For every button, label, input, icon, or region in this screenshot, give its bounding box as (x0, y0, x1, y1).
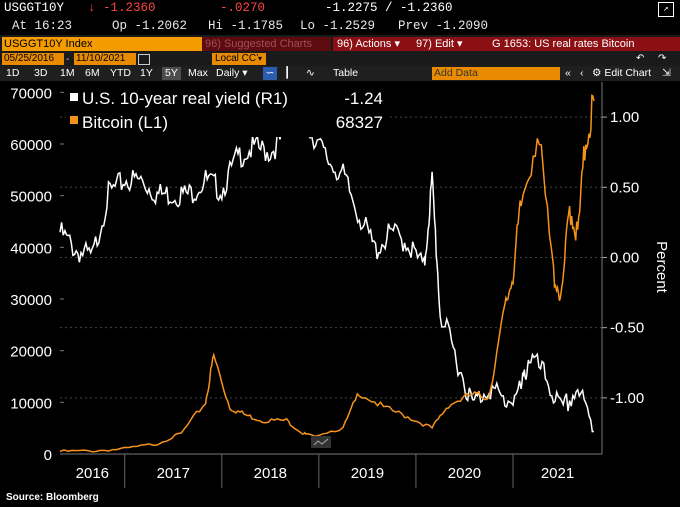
right-tick-label-4: -1.00 (610, 390, 644, 407)
edit-button[interactable]: 97) Edit ▾ (412, 37, 486, 51)
right-tick-label-0: 1.00 (610, 109, 639, 126)
date-bar: 05/25/2016 - 11/10/2021 Local CCY ▾ ↶ ↷ (0, 53, 680, 66)
legend: U.S. 10-year real yield (R1) -1.24 Bitco… (66, 85, 388, 137)
undo-icon[interactable]: ↶ (636, 53, 645, 64)
ticker-row: USGGT10Y ↓ -1.2360 -.0270 -1.2275 / -1.2… (0, 0, 680, 18)
left-tick-label-0: 0 (44, 447, 52, 464)
actions-button[interactable]: 96) Actions ▾ (333, 37, 412, 51)
left-tick-label-7: 70000 (10, 85, 52, 102)
currency-dropdown-icon[interactable]: ▾ (258, 53, 266, 65)
quote-time: At 16:23 (12, 19, 73, 33)
high-price: Hi -1.1785 (208, 19, 284, 33)
series-line-real-yield (59, 98, 594, 433)
right-tick-label-3: -0.50 (610, 320, 644, 337)
chart-type-toggle-box[interactable] (311, 436, 331, 448)
period-3d[interactable]: 3D (34, 67, 48, 79)
bar-chart-icon[interactable]: ┃ (284, 67, 291, 79)
left-tick-label-5: 50000 (10, 189, 52, 206)
period-max[interactable]: Max (188, 67, 208, 79)
legend-swatch-real-yield (70, 93, 78, 101)
series-line-bitcoin (59, 94, 595, 453)
right-tick-label-2: 0.00 (610, 249, 639, 266)
source-note: Source: Bloomberg (6, 492, 99, 503)
redo-icon[interactable]: ↷ (658, 53, 667, 64)
edit-chart-button[interactable]: ⚙ Edit Chart (592, 67, 652, 79)
period-5y[interactable]: 5Y (162, 67, 181, 80)
currency-field[interactable]: Local CCY (212, 53, 263, 65)
prev-close: Prev -1.2090 (398, 19, 489, 33)
chart-type-toggle[interactable] (311, 436, 331, 448)
period-toolbar: 1D 3D 1M 6M YTD 1Y 5Y Max Daily ▾ ∽ ┃ ∿ … (0, 66, 680, 81)
date-separator: - (66, 53, 70, 65)
period-1y[interactable]: 1Y (140, 67, 153, 79)
end-date-field[interactable]: 11/10/2021 (74, 53, 136, 65)
x-tick-label-2: 2018 (254, 465, 287, 482)
legend-label-real-yield: U.S. 10-year real yield (R1) (82, 89, 288, 108)
chart-background (0, 82, 680, 492)
low-price: Lo -1.2529 (300, 19, 376, 33)
x-tick-label-3: 2019 (351, 465, 384, 482)
left-axis: 0 10000 20000 30000 40000 50000 60000 70000 (10, 85, 64, 464)
quote-row: At 16:23 Op -1.2062 Hi -1.1785 Lo -1.252… (0, 18, 680, 35)
suggested-charts-button[interactable]: 96) Suggested Charts (202, 37, 331, 51)
period-ytd[interactable]: YTD (110, 67, 131, 79)
legend-value-real-yield: -1.24 (344, 89, 383, 108)
legend-swatch-bitcoin (70, 116, 78, 124)
frequency-dropdown[interactable]: Daily ▾ (216, 67, 248, 79)
net-change: -.0270 (220, 1, 266, 15)
chart-name: G 1653: US real rates Bitcoin (486, 37, 680, 51)
right-axis: 1.00 0.50 0.00 -0.50 -1.00 (601, 82, 644, 454)
legend-value-bitcoin: 68327 (336, 113, 383, 132)
line-chart-icon[interactable]: ∽ (263, 67, 277, 80)
bid-ask: -1.2275 / -1.2360 (325, 1, 453, 15)
fullscreen-icon[interactable]: ⇲ (662, 67, 671, 79)
x-tick-label-0: 2016 (76, 465, 109, 482)
mini-line-icon (313, 438, 329, 446)
period-1m[interactable]: 1M (60, 67, 75, 79)
right-axis-label: Percent (653, 241, 670, 294)
left-tick-label-1: 10000 (10, 395, 52, 412)
zoom-out-icon[interactable]: « (565, 67, 571, 79)
command-bar: USGGT10Y Index 96) Suggested Charts 96) … (0, 35, 680, 53)
x-axis: 2016 2017 2018 2019 2020 2021 (60, 453, 602, 488)
period-1d[interactable]: 1D (6, 67, 20, 79)
security-field[interactable]: USGGT10Y Index (2, 37, 202, 51)
open-price: Op -1.2062 (112, 19, 188, 33)
x-tick-label-1: 2017 (157, 465, 190, 482)
left-tick-label-4: 40000 (10, 240, 52, 257)
table-button[interactable]: Table (333, 67, 359, 79)
left-tick-label-6: 60000 (10, 137, 52, 154)
expand-icon[interactable]: ↗ (658, 2, 674, 17)
x-tick-label-4: 2020 (448, 465, 481, 482)
ticker-symbol: USGGT10Y (4, 1, 65, 15)
calendar-icon[interactable] (138, 54, 150, 65)
right-tick-label-1: 0.50 (610, 179, 639, 196)
x-tick-label-5: 2021 (541, 465, 574, 482)
left-tick-label-3: 30000 (10, 292, 52, 309)
compare-icon[interactable]: ∿ (306, 67, 315, 79)
period-6m[interactable]: 6M (85, 67, 100, 79)
zoom-in-icon[interactable]: ‹ (580, 67, 584, 79)
legend-label-bitcoin: Bitcoin (L1) (82, 113, 168, 132)
left-tick-label-2: 20000 (10, 344, 52, 361)
last-price: ↓ -1.2360 (88, 1, 156, 15)
start-date-field[interactable]: 05/25/2016 (2, 53, 64, 65)
add-data-field[interactable]: Add Data (432, 67, 560, 80)
legend-box (66, 85, 388, 137)
chart-area: 0 10000 20000 30000 40000 50000 60000 70000 1.0… (0, 82, 680, 492)
